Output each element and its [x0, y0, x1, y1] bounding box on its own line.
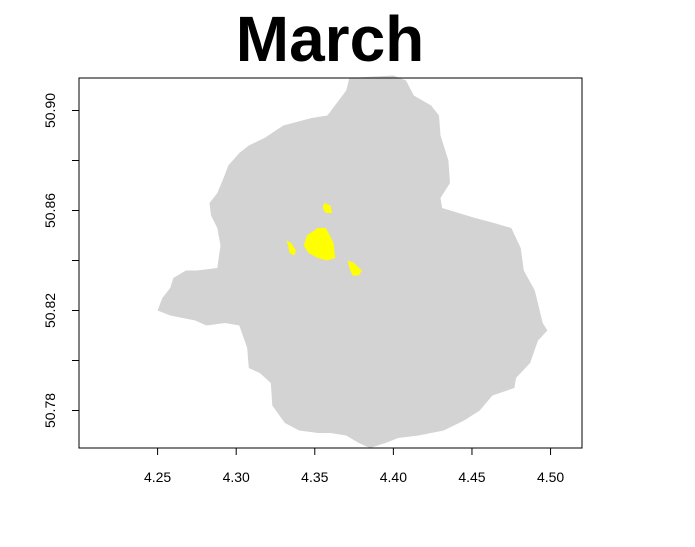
- highlight-area: [286, 240, 296, 256]
- x-axis: 4.25 4.30 4.35 4.40 4.45 4.50: [144, 448, 564, 485]
- x-tick-label: 4.30: [223, 469, 250, 485]
- region-layer: [157, 75, 548, 448]
- x-tick-label: 4.40: [380, 469, 407, 485]
- highlight-area: [347, 260, 362, 276]
- x-tick-label: 4.25: [144, 469, 171, 485]
- region-area: [157, 75, 548, 448]
- x-tick-label: 4.50: [537, 469, 564, 485]
- y-tick-label: 50.86: [42, 193, 58, 228]
- plot-frame: [78, 77, 583, 449]
- y-tick-label: 50.82: [42, 293, 58, 328]
- y-axis: 50.78 50.82 50.86 50.90: [42, 93, 79, 428]
- highlight-layer: [286, 203, 362, 276]
- map-title: March: [235, 3, 425, 75]
- x-tick-label: 4.45: [458, 469, 485, 485]
- y-tick-label: 50.78: [42, 393, 58, 428]
- highlight-area: [303, 228, 336, 261]
- y-tick-label: 50.90: [42, 93, 58, 128]
- highlight-area: [322, 203, 333, 213]
- x-tick-label: 4.35: [301, 469, 328, 485]
